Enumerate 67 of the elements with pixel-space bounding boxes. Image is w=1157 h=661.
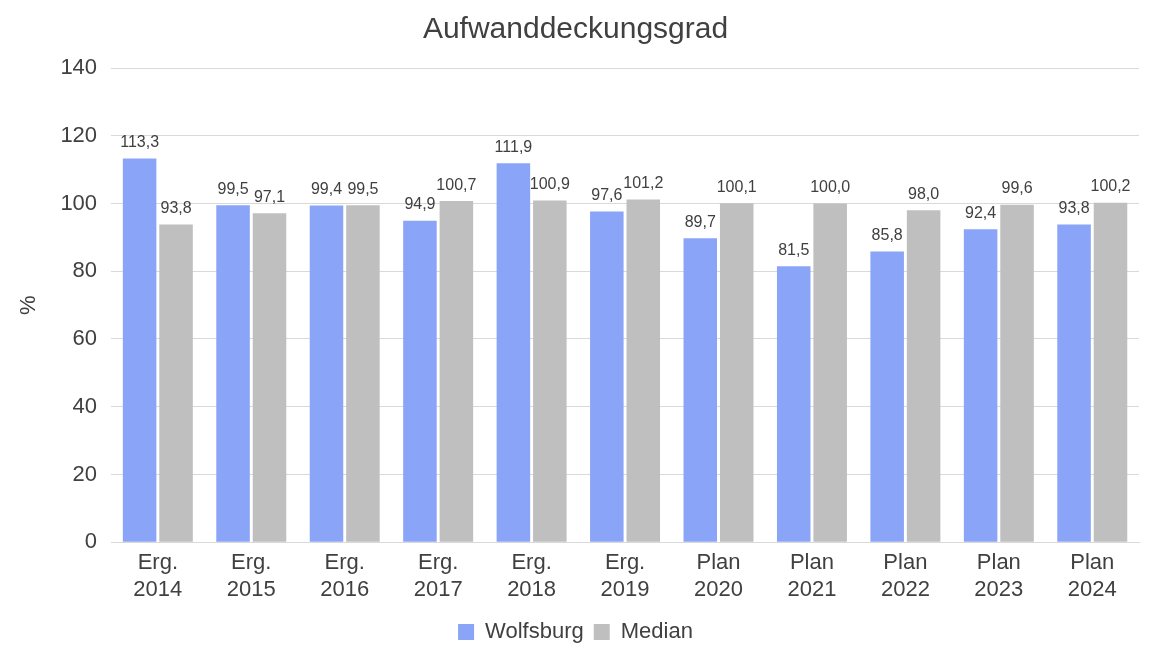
x-tick-label: Plan 2020 xyxy=(694,549,743,601)
bar xyxy=(346,205,380,542)
bar xyxy=(216,205,250,542)
bar xyxy=(963,229,998,542)
y-tick-label: 140 xyxy=(60,54,98,80)
data-label: 81,5 xyxy=(778,240,810,258)
bar xyxy=(403,220,437,542)
data-label: 111,9 xyxy=(494,137,533,155)
data-label: 99,5 xyxy=(217,179,249,197)
bar xyxy=(683,238,718,542)
bar xyxy=(309,205,344,542)
chart-title: Aufwanddeckungsgrad xyxy=(422,11,729,45)
bar xyxy=(626,199,661,542)
y-axis-title: % xyxy=(15,295,41,315)
data-label: 99,4 xyxy=(310,179,343,197)
bar xyxy=(1000,204,1034,542)
y-tick-label: 80 xyxy=(72,257,98,283)
bar xyxy=(776,266,811,542)
data-label: 99,6 xyxy=(1001,179,1033,197)
bar xyxy=(590,211,624,542)
data-label: 100,2 xyxy=(1090,177,1131,195)
data-label: 94,9 xyxy=(404,195,436,213)
y-tick-label: 40 xyxy=(72,392,98,418)
bar xyxy=(439,201,474,542)
x-tick-label: Erg. 2015 xyxy=(226,549,276,601)
data-label: 93,8 xyxy=(160,198,192,216)
data-label: 100,0 xyxy=(810,177,851,195)
bar xyxy=(252,213,287,542)
bar xyxy=(813,203,847,542)
data-label: 100,1 xyxy=(716,177,757,195)
data-label: 97,6 xyxy=(591,186,623,204)
data-label: 100,7 xyxy=(436,175,477,193)
data-label: 101,2 xyxy=(623,173,664,191)
data-label: 93,8 xyxy=(1058,198,1090,216)
data-label: 89,7 xyxy=(684,212,716,230)
x-tick-label: Plan 2023 xyxy=(974,549,1024,601)
y-tick-label: 20 xyxy=(72,460,98,486)
x-tick-label: Erg. 2017 xyxy=(413,549,463,601)
data-label: 85,8 xyxy=(871,225,903,243)
bar xyxy=(496,163,531,542)
bar xyxy=(906,210,941,542)
x-tick-label: Erg. 2019 xyxy=(600,549,650,601)
bar xyxy=(1057,224,1091,542)
data-label: 100,9 xyxy=(529,174,570,192)
x-tick-label: Erg. 2018 xyxy=(507,549,557,601)
data-label: 99,5 xyxy=(347,179,379,197)
bar xyxy=(122,158,157,542)
x-tick-label: Plan 2024 xyxy=(1067,549,1117,601)
x-tick-label: Erg. 2016 xyxy=(320,549,370,601)
bar xyxy=(719,203,754,542)
data-label: 113,3 xyxy=(120,132,160,150)
bar xyxy=(870,251,904,542)
legend-label: Median xyxy=(620,618,693,644)
y-tick-label: 120 xyxy=(60,121,98,147)
data-label: 92,4 xyxy=(965,203,997,221)
legend-label: Wolfsburg xyxy=(485,618,584,644)
x-tick-label: Erg. 2014 xyxy=(133,549,183,601)
y-tick-label: 100 xyxy=(60,189,98,215)
data-label: 98,0 xyxy=(908,184,940,202)
y-tick-label: 0 xyxy=(84,528,98,554)
y-tick-label: 60 xyxy=(72,325,98,351)
x-tick-label: Plan 2022 xyxy=(880,549,930,601)
bar xyxy=(1093,202,1128,542)
bar xyxy=(533,200,567,542)
data-label: 97,1 xyxy=(253,187,286,205)
x-tick-label: Plan 2021 xyxy=(787,549,837,601)
bar xyxy=(159,224,193,542)
